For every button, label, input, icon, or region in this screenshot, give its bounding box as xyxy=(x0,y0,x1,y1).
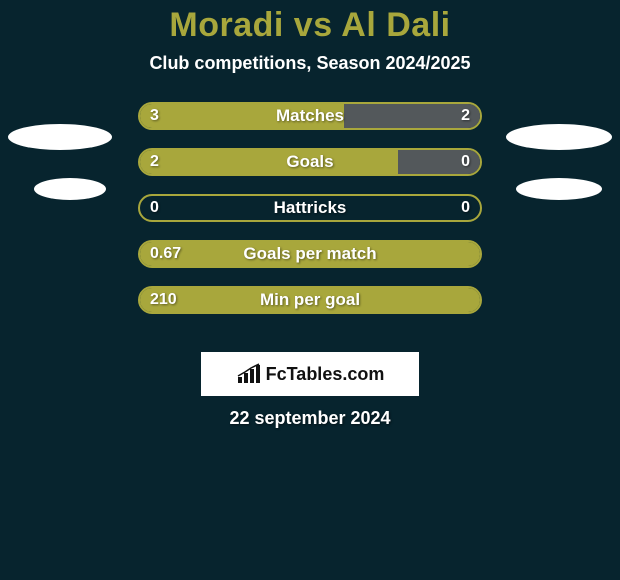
bars-icon xyxy=(236,363,262,385)
bar-track xyxy=(138,286,482,314)
page-subtitle: Club competitions, Season 2024/2025 xyxy=(0,53,620,74)
comparison-infographic: Moradi vs Al Dali Club competitions, Sea… xyxy=(0,0,620,580)
bar-left xyxy=(140,288,480,314)
page-title: Moradi vs Al Dali xyxy=(0,0,620,45)
bar-track xyxy=(138,102,482,130)
brand-text: FcTables.com xyxy=(266,364,385,385)
stat-row: Hattricks 0 0 xyxy=(0,194,620,240)
stat-row: Min per goal 210 xyxy=(0,286,620,332)
bar-track xyxy=(138,194,482,222)
bar-right xyxy=(398,150,480,176)
bar-track xyxy=(138,148,482,176)
stat-rows: Matches 3 2 Goals 2 0 Hattricks 0 0 xyxy=(0,102,620,332)
bar-left xyxy=(140,150,398,176)
date-label: 22 september 2024 xyxy=(0,408,620,429)
stat-row: Matches 3 2 xyxy=(0,102,620,148)
brand-badge: FcTables.com xyxy=(201,352,419,396)
stat-row: Goals 2 0 xyxy=(0,148,620,194)
stat-row: Goals per match 0.67 xyxy=(0,240,620,286)
bar-left xyxy=(140,104,344,130)
bar-left xyxy=(140,242,480,268)
bar-track xyxy=(138,240,482,268)
bar-right xyxy=(344,104,480,130)
